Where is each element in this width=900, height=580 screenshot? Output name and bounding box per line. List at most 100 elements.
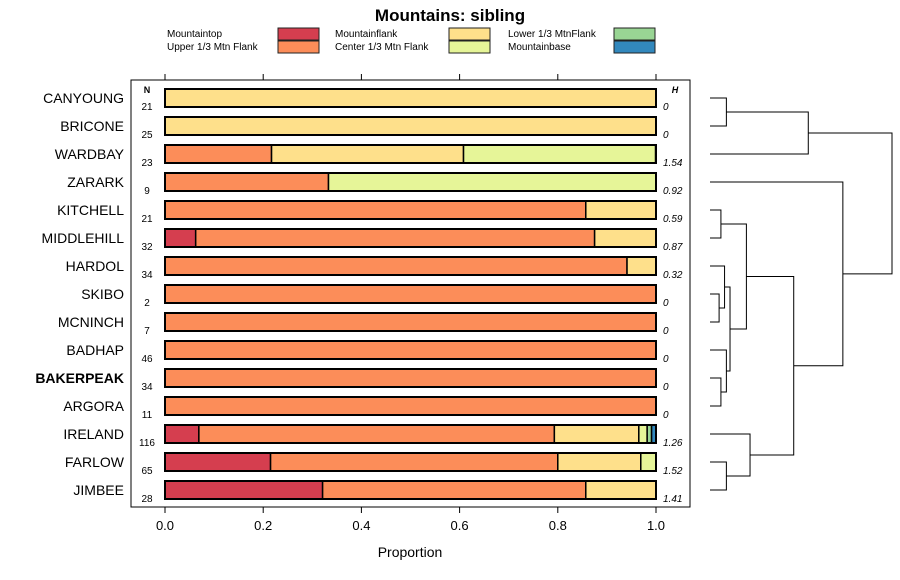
bar-outline (164, 256, 657, 276)
bar-segment-mountainflank (557, 452, 642, 472)
dendrogram-branch (808, 132, 893, 275)
bar-outline (164, 116, 657, 136)
legend-swatch (448, 27, 491, 41)
bar-segment-upper-1-3-mtn-flank (198, 424, 556, 444)
bar-row: MCNINCH 7 0 (58, 312, 669, 337)
bar-segment-mountainflank (164, 88, 657, 108)
legend-label: Mountainflank (335, 29, 398, 40)
legend-swatch (613, 40, 656, 54)
category-label: BRICONE (60, 118, 124, 134)
h-value: 0.92 (663, 186, 683, 197)
legend-label: Mountaintop (167, 29, 222, 40)
bar-segment-center-1-3-mtn-flank (462, 144, 657, 164)
category-label: CANYOUNG (43, 90, 124, 106)
bar-outline (164, 200, 657, 220)
category-label: MCNINCH (58, 314, 124, 330)
n-value: 2 (144, 298, 150, 309)
n-value: 34 (141, 270, 153, 281)
n-value: 7 (144, 326, 150, 337)
dendrogram-branch (724, 286, 731, 372)
bar-outline (164, 228, 657, 248)
x-tick-label: 0.2 (254, 518, 272, 533)
h-value: 0.32 (663, 270, 683, 281)
bar-segment-center-1-3-mtn-flank (638, 424, 648, 444)
dendrogram-branch (710, 377, 722, 407)
n-value: 28 (141, 494, 153, 505)
category-label: MIDDLEHILL (42, 230, 125, 246)
bar-row: KITCHELL 21 0.59 (57, 200, 683, 225)
h-value: 1.26 (663, 438, 683, 449)
bar-row: BRICONE 25 0 (60, 116, 669, 141)
h-value: 0.87 (663, 242, 683, 253)
category-label: ZARARK (67, 174, 124, 190)
bar-row: BADHAP 46 0 (66, 340, 669, 365)
bar-segment-mountainflank (585, 200, 657, 220)
dendrogram-branch (710, 433, 751, 477)
category-label: KITCHELL (57, 202, 124, 218)
bar-segment-upper-1-3-mtn-flank (164, 312, 657, 332)
category-label: BAKERPEAK (35, 370, 124, 386)
bar-segment-upper-1-3-mtn-flank (321, 480, 587, 500)
bar-outline (164, 480, 657, 500)
category-label: IRELAND (63, 426, 124, 442)
category-label: HARDOL (66, 258, 125, 274)
legend: Mountaintop Upper 1/3 Mtn Flank Mountainfl… (167, 27, 656, 54)
h-value: 1.54 (663, 158, 683, 169)
bar-row: ZARARK 9 0.92 (67, 172, 683, 197)
category-label: WARDBAY (55, 146, 125, 162)
bar-row: IRELAND 116 1.26 (63, 424, 683, 449)
bar-segment-upper-1-3-mtn-flank (164, 368, 657, 388)
bar-segment-mountainflank (164, 116, 657, 136)
bar-row: WARDBAY 23 1.54 (55, 144, 683, 169)
legend-label: Lower 1/3 MtnFlank (508, 29, 597, 40)
dendrogram-branch (746, 276, 795, 456)
bar-row: BAKERPEAK 34 0 (35, 368, 669, 393)
chart-title: Mountains: sibling (375, 6, 525, 25)
bar-outline (164, 284, 657, 304)
bar-outline (164, 340, 657, 360)
dendrogram-branch (710, 349, 727, 393)
bar-row: MIDDLEHILL 32 0.87 (42, 228, 683, 253)
h-value: 0 (663, 130, 669, 141)
legend-swatch (613, 27, 656, 41)
bar-row: JIMBEE 28 1.41 (73, 480, 682, 505)
n-value: 11 (142, 410, 153, 421)
x-tick-label: 0.4 (352, 518, 370, 533)
bar-segment-mountainflank (593, 228, 657, 248)
n-value: 32 (141, 242, 153, 253)
category-label: ARGORA (63, 398, 124, 414)
category-label: BADHAP (66, 342, 124, 358)
dendrogram-branch (710, 111, 809, 155)
bar-outline (164, 88, 657, 108)
dendrogram-branch (710, 461, 727, 491)
x-tick-label: 0.0 (156, 518, 174, 533)
bar-segment-upper-1-3-mtn-flank (164, 340, 657, 360)
bar-segment-mountaintop (164, 228, 197, 248)
h-value: 0 (663, 354, 669, 365)
bar-segment-mountainflank (626, 256, 657, 276)
legend-label: Mountainbase (508, 42, 571, 53)
h-value: 0 (663, 382, 669, 393)
legend-swatch (277, 27, 320, 41)
bar-segment-upper-1-3-mtn-flank (269, 452, 559, 472)
dendrogram-branch (710, 97, 727, 127)
category-label: SKIBO (81, 286, 124, 302)
category-label: FARLOW (65, 454, 125, 470)
legend-label: Center 1/3 Mtn Flank (335, 42, 429, 53)
bar-segment-mountainflank (270, 144, 465, 164)
bar-segment-upper-1-3-mtn-flank (194, 228, 596, 248)
bar-outline (164, 452, 657, 472)
category-label: JIMBEE (73, 482, 124, 498)
bar-segment-mountaintop (164, 452, 272, 472)
bar-outline (164, 424, 657, 444)
n-value: 21 (141, 102, 153, 113)
bar-segment-mountainflank (585, 480, 657, 500)
dendrogram-branch (710, 293, 720, 323)
bar-segment-mountaintop (164, 480, 324, 500)
n-value: 23 (141, 158, 153, 169)
x-tick-label: 1.0 (647, 518, 665, 533)
bar-row: FARLOW 65 1.52 (65, 452, 683, 477)
h-value: 0 (663, 102, 669, 113)
